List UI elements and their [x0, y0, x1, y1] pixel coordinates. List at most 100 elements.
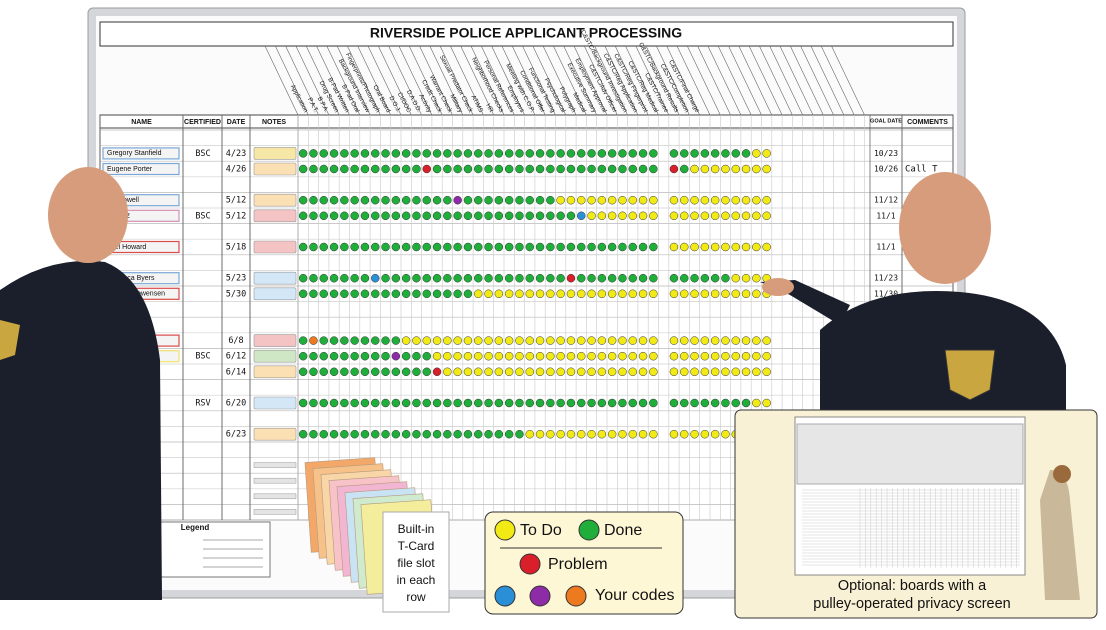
- status-dot: [401, 289, 411, 299]
- t-card: [253, 147, 297, 160]
- status-dot: [577, 398, 586, 408]
- column-header: DATE: [227, 119, 246, 126]
- status-dot: [391, 429, 401, 439]
- status-dot: [494, 289, 504, 299]
- status-dot: [340, 367, 349, 377]
- status-dot: [556, 242, 565, 252]
- status-dot: [401, 164, 411, 174]
- status-dot: [340, 273, 349, 283]
- status-dot: [391, 164, 401, 174]
- status-dot: [628, 195, 637, 205]
- status-dot: [577, 273, 586, 283]
- status-dot: [741, 211, 751, 221]
- status-dot: [556, 211, 565, 221]
- status-dot: [649, 149, 658, 158]
- status-dot: [700, 211, 710, 221]
- certified: BSC: [195, 149, 210, 159]
- status-dot: [298, 351, 308, 361]
- status-dot: [401, 336, 411, 345]
- status-dot: [453, 273, 462, 283]
- status-dot: [649, 273, 658, 283]
- status-dot: [422, 195, 431, 205]
- status-dot: [525, 398, 534, 408]
- status-dot: [412, 429, 421, 439]
- status-dot: [546, 289, 555, 299]
- status-dot: [710, 367, 720, 377]
- status-dot: [401, 273, 411, 283]
- status-dot: [741, 273, 751, 283]
- status-dot: [443, 289, 452, 299]
- privacy-text: pulley-operated privacy screen: [813, 596, 1010, 612]
- status-dot: [546, 195, 555, 205]
- status-dot: [350, 211, 359, 221]
- status-dot: [700, 164, 710, 174]
- status-dot: [618, 211, 627, 221]
- status-dot: [649, 351, 658, 361]
- status-dot: [412, 351, 421, 361]
- status-dot: [731, 149, 740, 158]
- status-dot: [597, 336, 607, 345]
- status-dot: [453, 149, 462, 158]
- status-dot: [618, 273, 627, 283]
- status-dot: [494, 242, 504, 252]
- status-dot: [535, 211, 545, 221]
- legend-to-do: To Do: [520, 522, 562, 539]
- status-dot: [566, 336, 576, 345]
- status-dot: [350, 429, 359, 439]
- status-dot: [700, 429, 710, 439]
- status-dot: [587, 242, 596, 252]
- status-dot: [298, 429, 308, 439]
- status-dot: [680, 429, 689, 439]
- applicant-name: Eugene Porter: [107, 166, 153, 173]
- status-dot: [329, 149, 339, 158]
- t-card-slot: [253, 462, 297, 468]
- status-dot: [721, 164, 730, 174]
- status-dot: [453, 211, 462, 221]
- status-dot: [566, 273, 576, 283]
- status-dot: [309, 149, 318, 158]
- status-dot: [371, 195, 380, 205]
- status-dot: [422, 164, 431, 174]
- status-dot: [422, 398, 431, 408]
- status-dot: [710, 211, 720, 221]
- status-dot: [535, 289, 545, 299]
- privacy-text: Optional: boards with a: [838, 578, 987, 594]
- legend-title: Legend: [181, 523, 210, 532]
- status-dot: [329, 336, 339, 345]
- status-dot: [340, 429, 349, 439]
- status-dot: [741, 367, 751, 377]
- legend-problem: Problem: [548, 556, 608, 573]
- status-dot: [669, 242, 679, 252]
- status-dot: [690, 242, 699, 252]
- name-card: [102, 162, 180, 176]
- status-dot: [731, 242, 740, 252]
- status-dot: [432, 242, 442, 252]
- status-dot: [762, 211, 771, 221]
- status-dot: [381, 164, 390, 174]
- status-dot: [618, 429, 627, 439]
- status-dot: [649, 211, 658, 221]
- step-header-line: [275, 45, 309, 116]
- status-dot: [432, 164, 442, 174]
- status-dot: [474, 429, 483, 439]
- status-dot: [525, 336, 534, 345]
- start-date: 6/14: [226, 367, 246, 377]
- status-dot: [494, 367, 504, 377]
- step-header-line: [439, 45, 474, 116]
- status-dot: [453, 195, 462, 205]
- status-dot: [731, 367, 740, 377]
- status-dot: [525, 273, 534, 283]
- status-dot: [453, 164, 462, 174]
- status-dot: [360, 289, 370, 299]
- step-header-line: [748, 45, 783, 116]
- status-dot: [319, 336, 328, 345]
- status-dot: [525, 429, 534, 439]
- status-dot: [412, 211, 421, 221]
- status-dot: [525, 164, 534, 174]
- step-header-line: [347, 45, 381, 116]
- status-dot: [546, 242, 555, 252]
- status-dot: [721, 211, 730, 221]
- status-dot: [710, 398, 720, 408]
- status-dot: [432, 195, 442, 205]
- status-dot: [680, 336, 689, 345]
